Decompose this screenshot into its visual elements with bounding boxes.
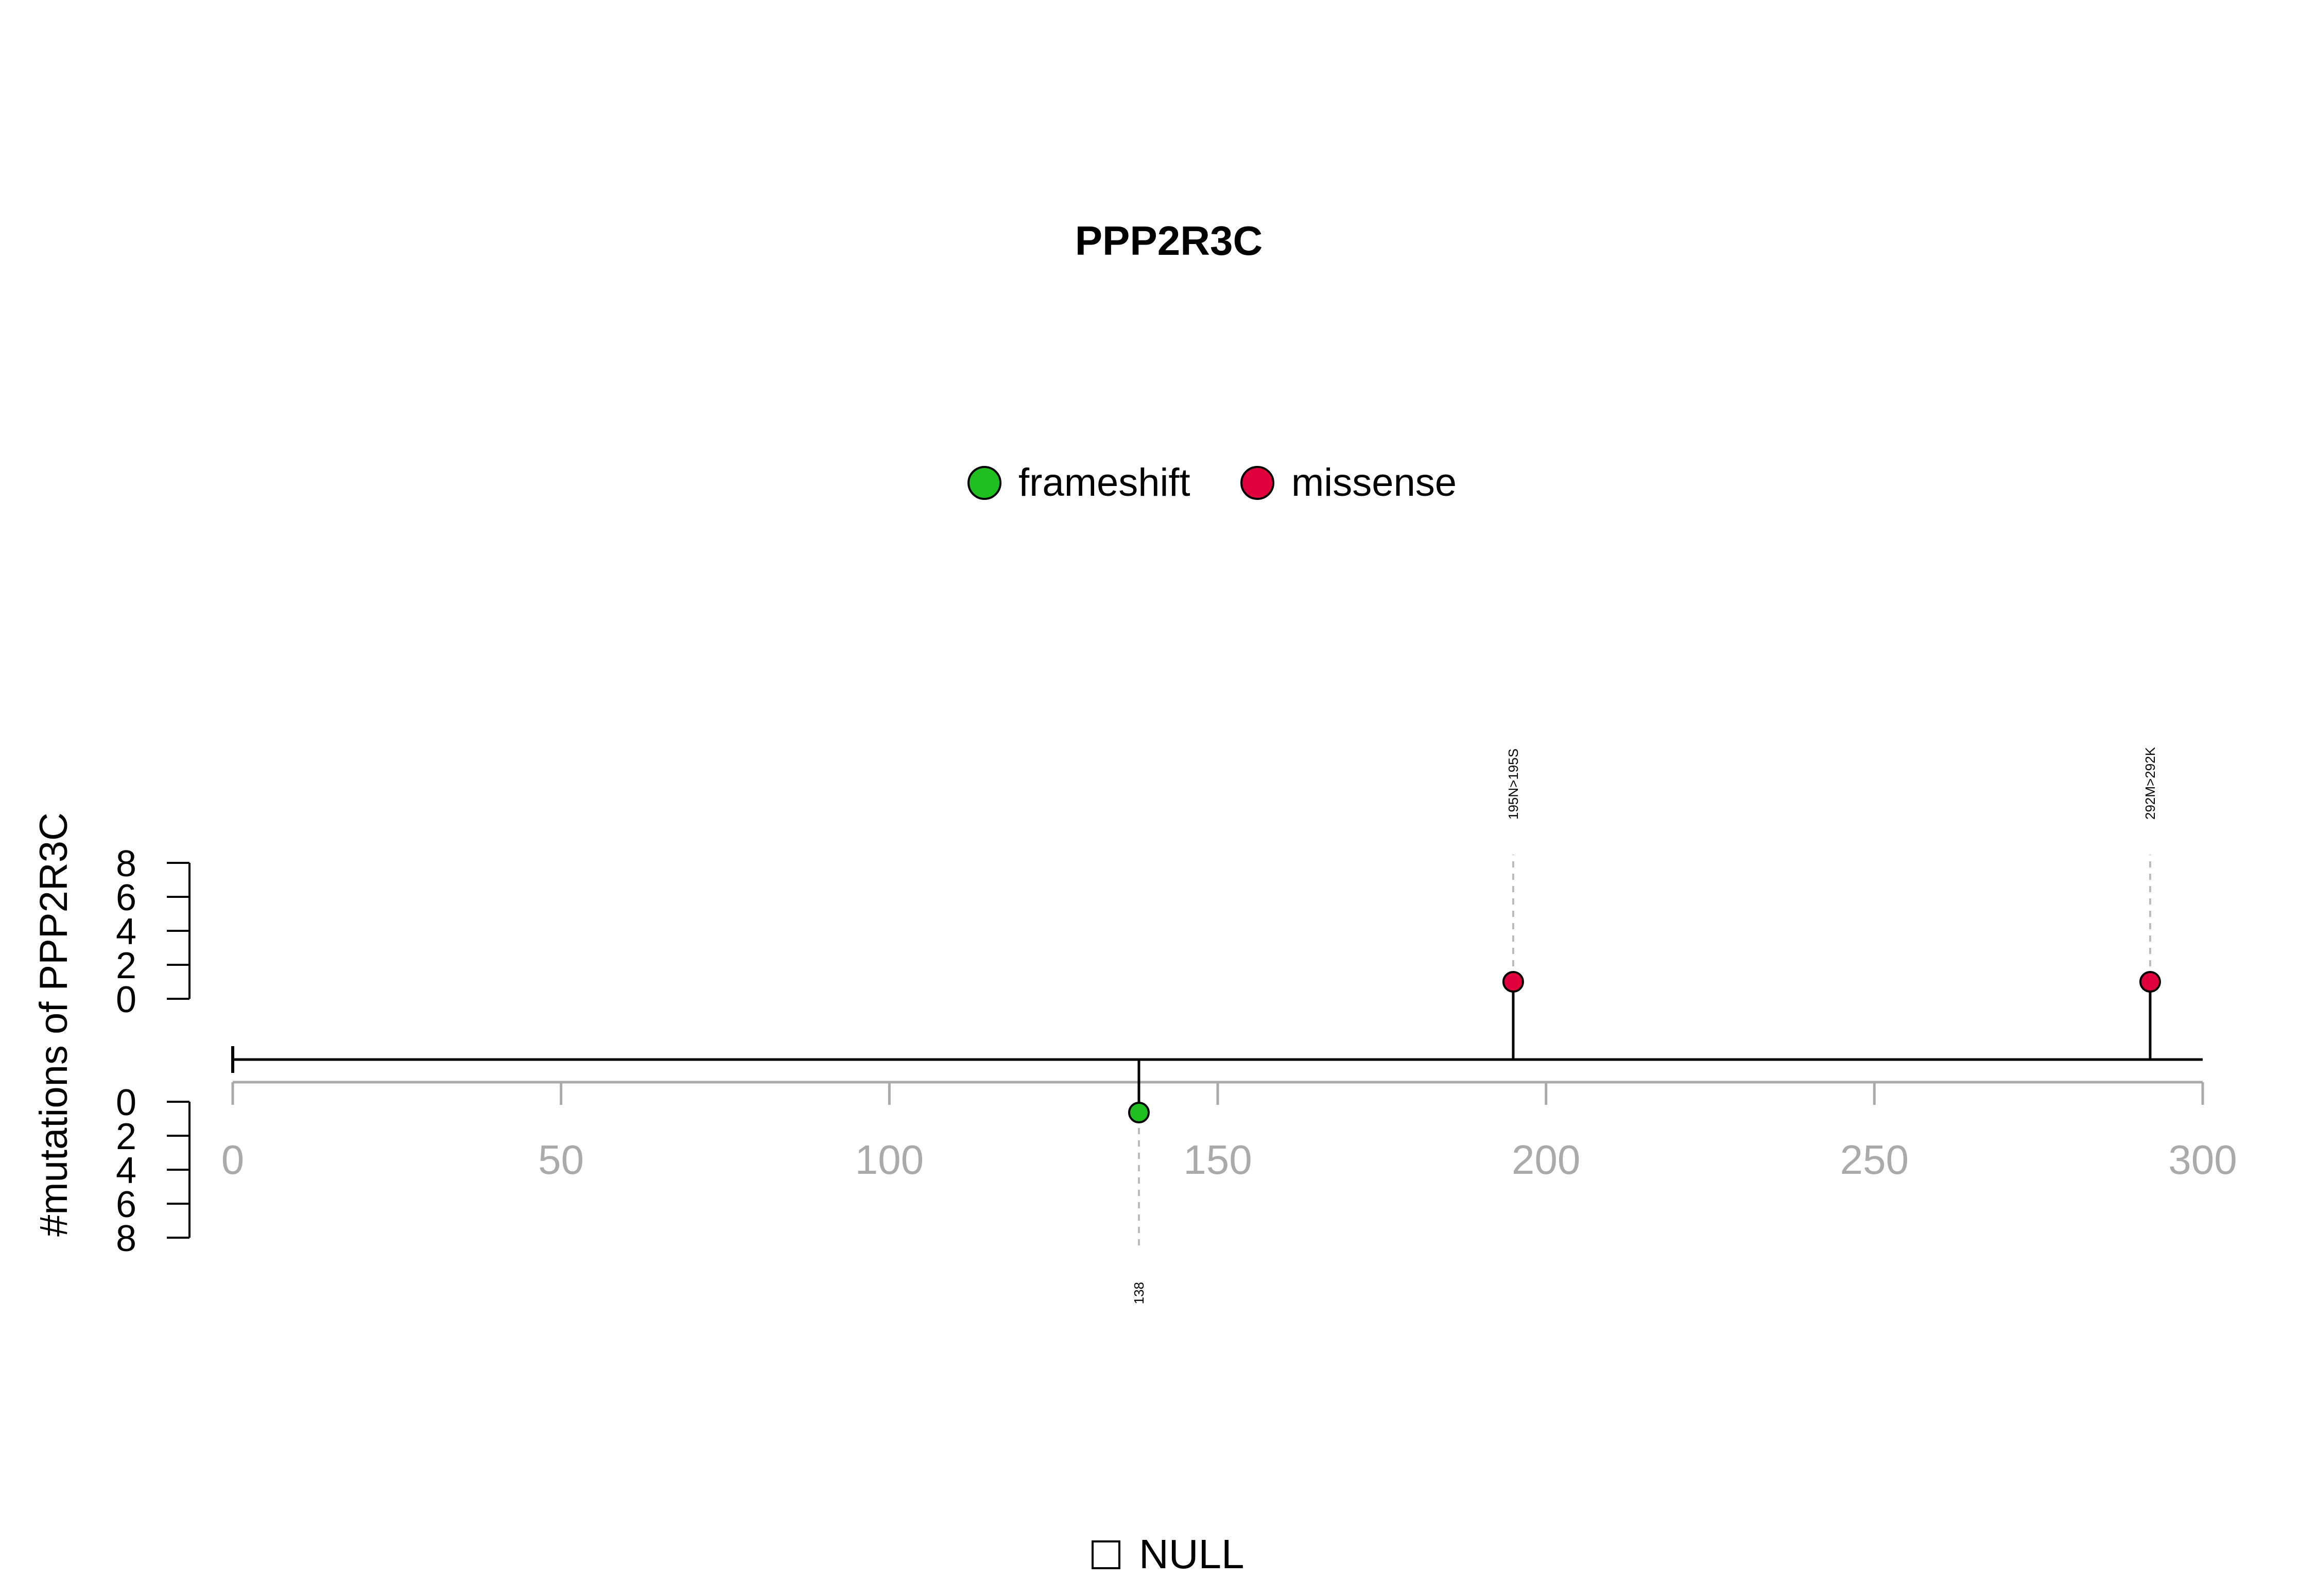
protein-backbone: [231, 1046, 2203, 1073]
mutation-138: 138: [1128, 1060, 1150, 1304]
y-tick-label-bottom-0: 0: [116, 1082, 136, 1123]
legend-label-frameshift: frameshift: [1018, 461, 1190, 505]
y-tick-label-bottom-2: 2: [116, 1116, 136, 1157]
legend-marker-frameshift: [967, 466, 1001, 500]
legend-marker-missense: [1240, 466, 1274, 500]
y-tick-label-top-8: 8: [116, 843, 136, 884]
mutation-292M>292K: 292M>292K: [2139, 747, 2161, 1060]
x-tick-label-300: 300: [2168, 1137, 2237, 1183]
x-tick-label-200: 200: [1512, 1137, 1580, 1183]
domain-legend-box: [1092, 1540, 1120, 1569]
mutations: 138 195N>195S 292M>292K: [1128, 747, 2161, 1304]
domain-legend: NULL: [1092, 1531, 1244, 1577]
mutation-195N>195S: 195N>195S: [1502, 749, 1524, 1060]
legend: frameshift missense: [967, 461, 1457, 505]
mutation-point: [1128, 1102, 1150, 1123]
x-tick-label-0: 0: [221, 1137, 245, 1183]
y-tick-label-top-4: 4: [116, 911, 136, 952]
y-tick-label-bottom-6: 6: [116, 1184, 136, 1225]
y-tick-label-top-0: 0: [116, 979, 136, 1020]
mutation-point: [2139, 971, 2161, 993]
chart-title: PPP2R3C: [1075, 218, 1263, 264]
domain-legend-label: NULL: [1139, 1531, 1244, 1577]
y-tick-label-top-2: 2: [116, 945, 136, 986]
x-tick-label-150: 150: [1183, 1137, 1252, 1183]
mutation-point: [1502, 971, 1524, 993]
y-tick-label-bottom-4: 4: [116, 1150, 136, 1191]
mutation-label: 292M>292K: [2142, 747, 2158, 820]
x-tick-label-50: 50: [538, 1137, 584, 1183]
x-axis: 0 50 100 150 200 250 300: [221, 1081, 2237, 1183]
y-tick-label-top-6: 6: [116, 877, 136, 918]
y-axis-label: #mutations of PPP2R3C: [32, 812, 76, 1237]
y-tick-label-bottom-8: 8: [116, 1218, 136, 1259]
x-tick-label-250: 250: [1840, 1137, 1909, 1183]
legend-label-missense: missense: [1291, 461, 1457, 505]
mutation-label: 195N>195S: [1506, 749, 1521, 820]
x-tick-label-100: 100: [855, 1137, 924, 1183]
mutation-label: 138: [1131, 1282, 1147, 1304]
